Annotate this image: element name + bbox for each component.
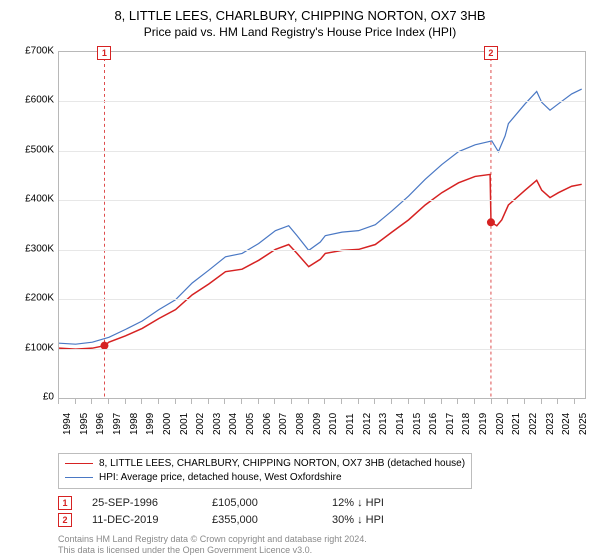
legend-label-price_paid: 8, LITTLE LEES, CHARLBURY, CHIPPING NORT…: [99, 457, 465, 471]
x-tick-label: 2017: [445, 412, 451, 434]
x-tick-label: 2006: [262, 412, 268, 434]
x-tick-label: 1994: [62, 412, 68, 434]
event-price-2: £355,000: [212, 514, 312, 526]
legend-swatch-hpi: [65, 477, 93, 478]
event-rows: 1 25-SEP-1996 £105,000 12% ↓ HPI 2 11-DEC-201…: [58, 493, 590, 530]
x-tick-label: 2010: [328, 412, 334, 434]
event-row-marker-2: 2: [58, 513, 72, 527]
plot-region: 12: [58, 51, 586, 399]
event-price-1: £105,000: [212, 497, 312, 509]
legend-label-hpi: HPI: Average price, detached house, West…: [99, 471, 342, 485]
legend-swatch-price_paid: [65, 463, 93, 464]
x-tick-label: 2002: [195, 412, 201, 434]
x-tick-label: 2018: [461, 412, 467, 434]
chart-svg: [59, 52, 585, 398]
event-row-1: 1 25-SEP-1996 £105,000 12% ↓ HPI: [58, 496, 590, 510]
x-axis-labels: 1994 1995 1996 1997 1998 1999 2000 2001 2002 2003…: [58, 399, 586, 447]
x-tick-label: 2011: [345, 413, 351, 435]
event-dot-2: [487, 218, 495, 226]
x-tick-label: 2012: [362, 412, 368, 434]
y-tick-label: £500K: [10, 144, 54, 155]
x-tick-label: 2016: [428, 412, 434, 434]
event-marker-1: 1: [97, 46, 111, 60]
event-marker-2: 2: [484, 46, 498, 60]
x-tick-label: 2009: [312, 412, 318, 434]
x-tick-label: 2003: [212, 412, 218, 434]
event-delta-2: 30% ↓ HPI: [332, 514, 432, 526]
x-tick-label: 2014: [395, 412, 401, 434]
x-tick-label: 2022: [528, 412, 534, 434]
x-tick-label: 2000: [162, 412, 168, 434]
x-tick-label: 2007: [278, 412, 284, 434]
y-tick-label: £400K: [10, 194, 54, 205]
y-tick-label: £600K: [10, 95, 54, 106]
x-tick-label: 2001: [179, 412, 185, 434]
x-tick-label: 2021: [511, 412, 517, 434]
legend-row-price_paid: 8, LITTLE LEES, CHARLBURY, CHIPPING NORT…: [65, 457, 465, 471]
event-row-2: 2 11-DEC-2019 £355,000 30% ↓ HPI: [58, 513, 590, 527]
x-tick-label: 2024: [561, 412, 567, 434]
x-tick-label: 2004: [228, 412, 234, 434]
chart-subtitle: Price paid vs. HM Land Registry's House …: [10, 25, 590, 39]
footer-attribution: Contains HM Land Registry data © Crown c…: [58, 534, 590, 557]
footer-line-2: This data is licensed under the Open Gov…: [58, 545, 590, 556]
event-delta-1: 12% ↓ HPI: [332, 497, 432, 509]
x-tick-label: 1998: [129, 412, 135, 434]
x-tick-label: 1999: [145, 412, 151, 434]
chart-title: 8, LITTLE LEES, CHARLBURY, CHIPPING NORT…: [10, 8, 590, 23]
x-tick-label: 2020: [495, 412, 501, 434]
y-tick-label: £200K: [10, 293, 54, 304]
legend: 8, LITTLE LEES, CHARLBURY, CHIPPING NORT…: [58, 453, 472, 489]
x-tick-label: 2015: [412, 412, 418, 434]
y-tick-label: £0: [10, 392, 54, 403]
x-tick-label: 2019: [478, 412, 484, 434]
x-tick-label: 2013: [378, 412, 384, 434]
y-tick-label: £300K: [10, 243, 54, 254]
x-tick-label: 1995: [79, 412, 85, 434]
event-date-1: 25-SEP-1996: [92, 497, 192, 509]
y-tick-label: £700K: [10, 46, 54, 57]
event-row-marker-1: 1: [58, 496, 72, 510]
x-tick-label: 1996: [95, 412, 101, 434]
y-tick-label: £100K: [10, 342, 54, 353]
x-tick-label: 2025: [578, 412, 584, 434]
footer-line-1: Contains HM Land Registry data © Crown c…: [58, 534, 590, 545]
x-tick-label: 2008: [295, 412, 301, 434]
x-tick-label: 2023: [545, 412, 551, 434]
x-tick-label: 2005: [245, 412, 251, 434]
event-date-2: 11-DEC-2019: [92, 514, 192, 526]
legend-row-hpi: HPI: Average price, detached house, West…: [65, 471, 465, 485]
chart-area: 12 £0£100K£200K£300K£400K£500K£600K£700K…: [10, 45, 590, 447]
x-tick-label: 1997: [112, 412, 118, 434]
